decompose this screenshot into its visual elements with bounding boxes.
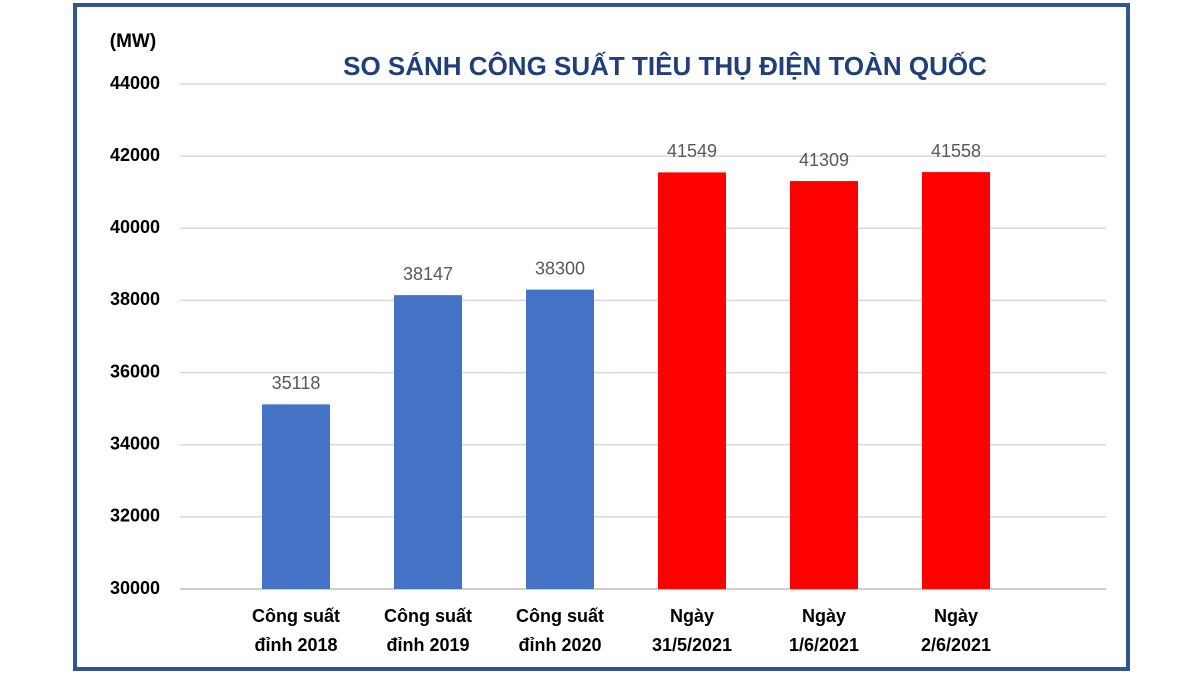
- value-label: 35118: [272, 373, 321, 393]
- x-tick-label: Công suất đỉnh 2018: [252, 606, 340, 655]
- bar: [922, 172, 990, 589]
- y-tick-label: 38000: [110, 289, 160, 309]
- bar: [526, 289, 594, 589]
- y-tick-label: 42000: [110, 145, 160, 165]
- bar: [658, 172, 726, 589]
- value-label: 41309: [799, 150, 849, 170]
- y-tick-label: 44000: [110, 73, 160, 93]
- value-label: 38147: [403, 264, 453, 284]
- value-label: 38300: [535, 258, 585, 278]
- y-tick-label: 34000: [110, 433, 160, 453]
- x-tick-label: Công suất đỉnh 2019: [384, 606, 472, 655]
- value-label: 41549: [667, 141, 717, 161]
- chart-title: SO SÁNH CÔNG SUẤT TIÊU THỤ ĐIỆN TOÀN QUỐ…: [343, 51, 987, 81]
- x-tick-label: Ngày 2/6/2021: [920, 606, 992, 655]
- x-tick-label: Công suất đỉnh 2020: [516, 606, 604, 655]
- y-axis-label: (MW): [110, 31, 156, 52]
- y-tick-label: 32000: [110, 506, 160, 526]
- x-tick-label: Ngày 1/6/2021: [788, 606, 860, 655]
- value-label: 41558: [931, 141, 981, 161]
- x-tick-label: Ngày 31/5/2021: [651, 606, 733, 655]
- bar: [394, 295, 462, 589]
- bar: [262, 404, 330, 589]
- y-tick-label: 40000: [110, 217, 160, 237]
- y-tick-label: 36000: [110, 361, 160, 381]
- y-tick-label: 30000: [110, 578, 160, 598]
- bar: [790, 181, 858, 589]
